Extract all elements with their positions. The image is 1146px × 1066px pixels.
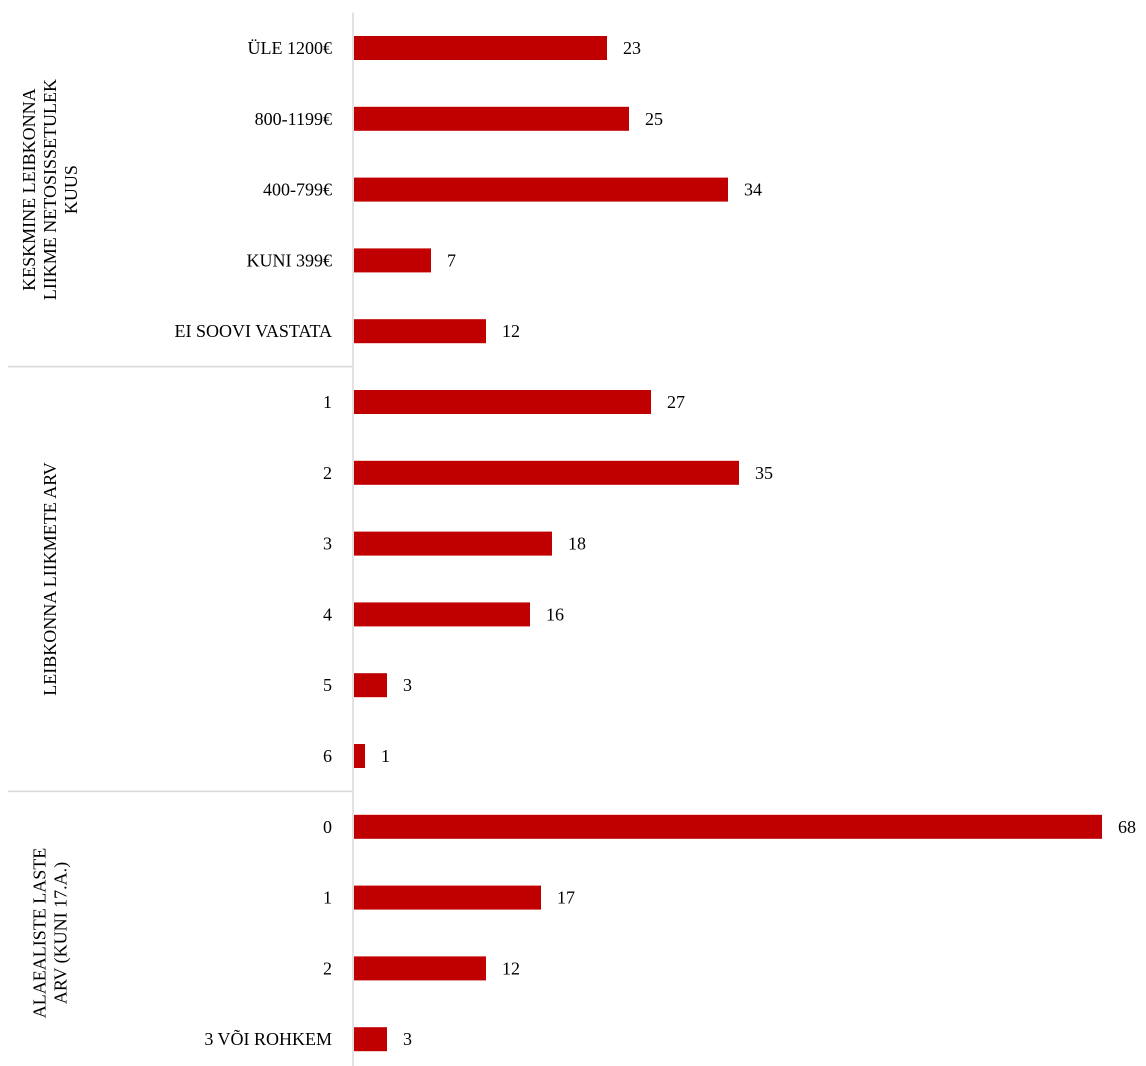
group-label: LEIBKONNA LIIKMETE ARV (40, 462, 60, 696)
bars (354, 36, 1102, 1052)
category-label: 5 (323, 675, 332, 695)
category-label: 4 (323, 604, 332, 624)
group-label: KESKMINE LEIBKONNALIIKME NETOSISSETULEKK… (19, 79, 81, 300)
group-dividers (8, 365, 352, 793)
value-label: 34 (744, 180, 762, 200)
value-label: 27 (667, 392, 685, 412)
category-label: 2 (323, 463, 332, 483)
value-label: 18 (568, 534, 586, 554)
bar (354, 531, 552, 556)
value-label: 3 (403, 675, 412, 695)
value-label: 16 (546, 604, 564, 624)
value-label: 25 (645, 109, 663, 129)
category-label: 3 VÕI ROHKEM (204, 1028, 332, 1049)
value-label: 7 (447, 250, 456, 270)
category-label: 1 (323, 888, 332, 908)
value-label: 12 (502, 321, 520, 341)
bar (354, 177, 728, 202)
category-label: 2 (323, 958, 332, 978)
category-label: KUNI 399€ (247, 250, 333, 270)
bar (354, 1027, 387, 1052)
bar (354, 744, 365, 768)
category-label: 6 (323, 746, 332, 766)
value-label: 1 (381, 746, 390, 766)
bar (354, 319, 486, 344)
value-label: 68 (1118, 817, 1136, 837)
category-label: EI SOOVI VASTATA (175, 321, 332, 341)
category-label: 800-1199€ (255, 109, 332, 129)
value-labels: 23 25 34 7 12 27 35 18 16 3 1 68 17 12 3 (381, 38, 1136, 1049)
bar (354, 36, 607, 60)
bar (354, 390, 651, 414)
bar (354, 956, 486, 981)
category-labels: ÜLE 1200€ 800-1199€ 400-799€ KUNI 399€ EI SO… (175, 38, 332, 1049)
category-label: ÜLE 1200€ (248, 38, 333, 58)
bar (354, 885, 541, 910)
category-label: 1 (323, 392, 332, 412)
bar (354, 673, 387, 698)
bar (354, 814, 1102, 839)
bar (354, 106, 629, 131)
value-label: 23 (623, 38, 641, 58)
bar (354, 248, 431, 273)
bar (354, 460, 739, 485)
category-label: 3 (323, 534, 332, 554)
category-label: 0 (323, 817, 332, 837)
value-label: 17 (557, 888, 575, 908)
group-label: ALAEALISTE LASTEARV (KUNI 17.A.) (30, 848, 72, 1018)
bar (354, 602, 530, 627)
value-label: 3 (403, 1029, 412, 1049)
value-label: 12 (502, 958, 520, 978)
value-label: 35 (755, 463, 773, 483)
category-label: 400-799€ (263, 180, 332, 200)
group-labels: KESKMINE LEIBKONNALIIKME NETOSISSETULEKK… (19, 79, 81, 1018)
